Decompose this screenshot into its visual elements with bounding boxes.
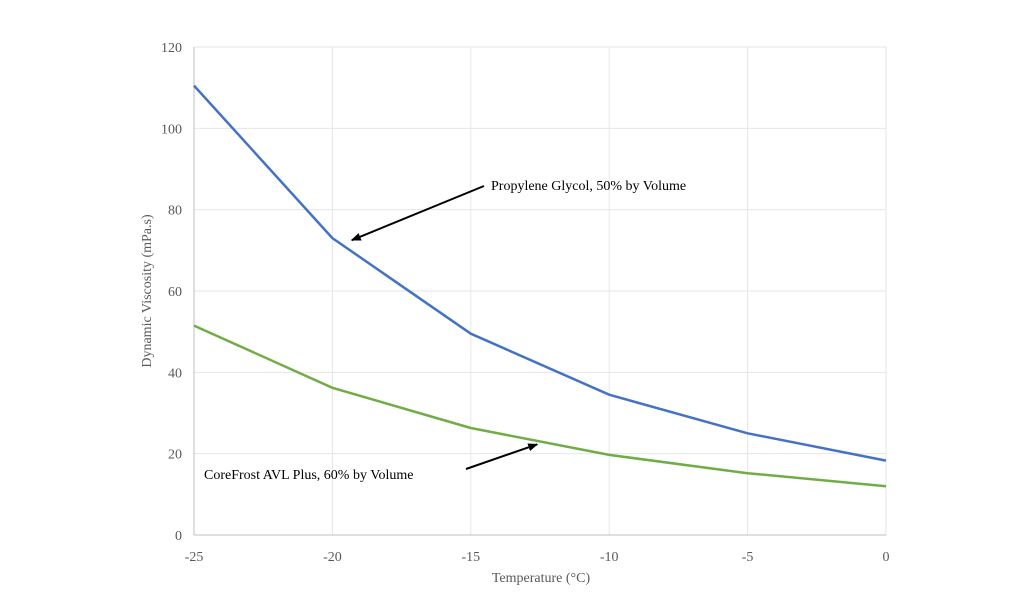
x-tick-label: -25 [185,550,204,565]
x-tick-label: -15 [461,550,480,565]
x-tick-label: -20 [323,550,342,565]
y-tick-label: 40 [168,366,182,381]
y-tick-label: 100 [161,122,182,137]
y-axis-title: Dynamic Viscosity (mPa.s) [140,214,155,368]
x-axis-title: Temperature (°C) [492,571,591,586]
series-line-propylene-glycol [193,84,887,462]
gridlines [194,46,887,535]
x-tick-label: -10 [600,550,619,565]
y-tick-label: 0 [175,529,182,544]
x-tick-label: -5 [742,550,754,565]
axes: 0 20 40 60 80 100 120 -25 -20 -15 -10 -5 0 [161,41,890,565]
series-lines [193,84,887,488]
y-tick-label: 60 [168,285,182,300]
y-tick-label: 20 [168,448,182,463]
series-line-corefrost-avl-plus [193,324,887,488]
annotations: Propylene Glycol, 50% by Volume CoreFrost… [204,179,686,483]
y-tick-label: 120 [161,41,182,56]
annotation-arrow [465,443,539,470]
annotation-arrow [350,185,485,242]
annotation-label: CoreFrost AVL Plus, 60% by Volume [204,468,414,483]
y-tick-label: 80 [168,204,182,219]
annotation-label: Propylene Glycol, 50% by Volume [491,179,686,194]
x-tick-label: 0 [883,550,890,565]
